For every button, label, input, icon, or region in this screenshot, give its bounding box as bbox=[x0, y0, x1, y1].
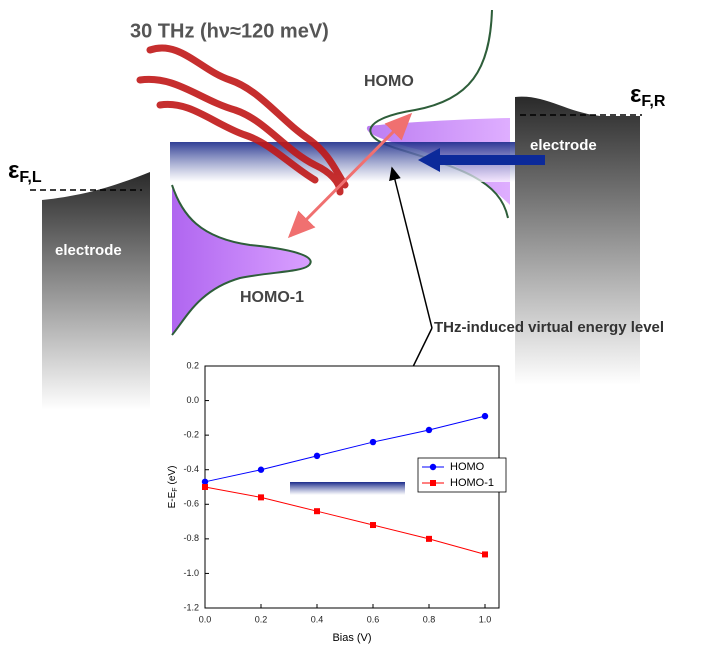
marker bbox=[369, 438, 377, 446]
legend-label: HOMO-1 bbox=[450, 477, 494, 489]
homo1-curve bbox=[171, 184, 312, 336]
y-tick-label: -1.2 bbox=[183, 602, 199, 612]
legend-box bbox=[417, 457, 507, 493]
transition-arrow bbox=[287, 112, 413, 239]
series-line bbox=[204, 486, 486, 555]
x-axis-label: Bias (V) bbox=[332, 632, 371, 644]
title: 30 THz (hν≈120 meV) bbox=[130, 20, 329, 42]
electrode-label: electrode bbox=[530, 137, 597, 154]
marker bbox=[257, 466, 265, 473]
fermi-right-label: εF,R bbox=[630, 81, 666, 110]
fermi-left-label: εF,L bbox=[8, 157, 42, 186]
marker bbox=[425, 426, 433, 434]
label-sub: F bbox=[172, 487, 179, 491]
y-tick-label: -1.0 bbox=[183, 568, 199, 578]
symbol: ε bbox=[8, 157, 19, 184]
marker bbox=[258, 494, 264, 501]
diagram: 30 THz (hν≈120 meV) HOMO HOMO-1 electrod… bbox=[8, 9, 666, 485]
legend-label: HOMO bbox=[450, 461, 485, 473]
legend-marker bbox=[429, 463, 437, 471]
y-tick-label: 0.0 bbox=[186, 395, 199, 405]
y-tick-label: 0.2 bbox=[186, 360, 199, 370]
y-tick-label: -0.8 bbox=[183, 533, 199, 543]
x-tick-label: 0.8 bbox=[423, 614, 436, 624]
marker bbox=[426, 535, 432, 542]
marker bbox=[313, 452, 321, 460]
marker bbox=[202, 484, 208, 490]
y-tick-label: -0.4 bbox=[183, 464, 199, 474]
left-electrode bbox=[42, 172, 150, 410]
right-electrode bbox=[515, 96, 640, 385]
marker bbox=[482, 551, 488, 558]
x-tick-label: 0.4 bbox=[311, 614, 324, 624]
homo1-fill bbox=[172, 188, 311, 335]
label-main: E-E bbox=[167, 491, 178, 508]
marker bbox=[370, 522, 376, 529]
electrode-label: electrode bbox=[55, 242, 122, 259]
series-line bbox=[204, 415, 486, 483]
pointer-arrow bbox=[389, 166, 433, 329]
x-tick-label: 0.6 bbox=[367, 614, 380, 624]
homo1-label: HOMO-1 bbox=[240, 289, 304, 306]
subscript: F,R bbox=[641, 93, 665, 110]
y-tick-label: -0.2 bbox=[183, 430, 199, 440]
label-unit: (eV) bbox=[167, 466, 178, 485]
marker bbox=[201, 478, 209, 486]
x-tick-label: 0.2 bbox=[255, 614, 268, 624]
subscript: F,L bbox=[19, 169, 41, 186]
homo-label: HOMO bbox=[364, 73, 414, 90]
annotation: THz-induced virtual energy level bbox=[434, 319, 664, 336]
injection-arrow bbox=[418, 148, 545, 172]
x-tick-label: 0.0 bbox=[199, 614, 212, 624]
marker bbox=[481, 412, 489, 420]
y-tick-label: -0.6 bbox=[183, 499, 199, 509]
y-axis-label: E-EF (eV) bbox=[167, 466, 179, 509]
homo-curve bbox=[369, 9, 509, 219]
legend-marker bbox=[430, 480, 436, 486]
x-tick-label: 1.0 bbox=[479, 614, 492, 624]
marker bbox=[314, 508, 320, 515]
symbol: ε bbox=[630, 81, 641, 108]
virtual-level-marker bbox=[290, 482, 405, 495]
inset-chart: Bias (V) E-EF (eV) -1.2 -1.0 -0.8 -0.6 -0.4 -0… bbox=[167, 360, 507, 644]
